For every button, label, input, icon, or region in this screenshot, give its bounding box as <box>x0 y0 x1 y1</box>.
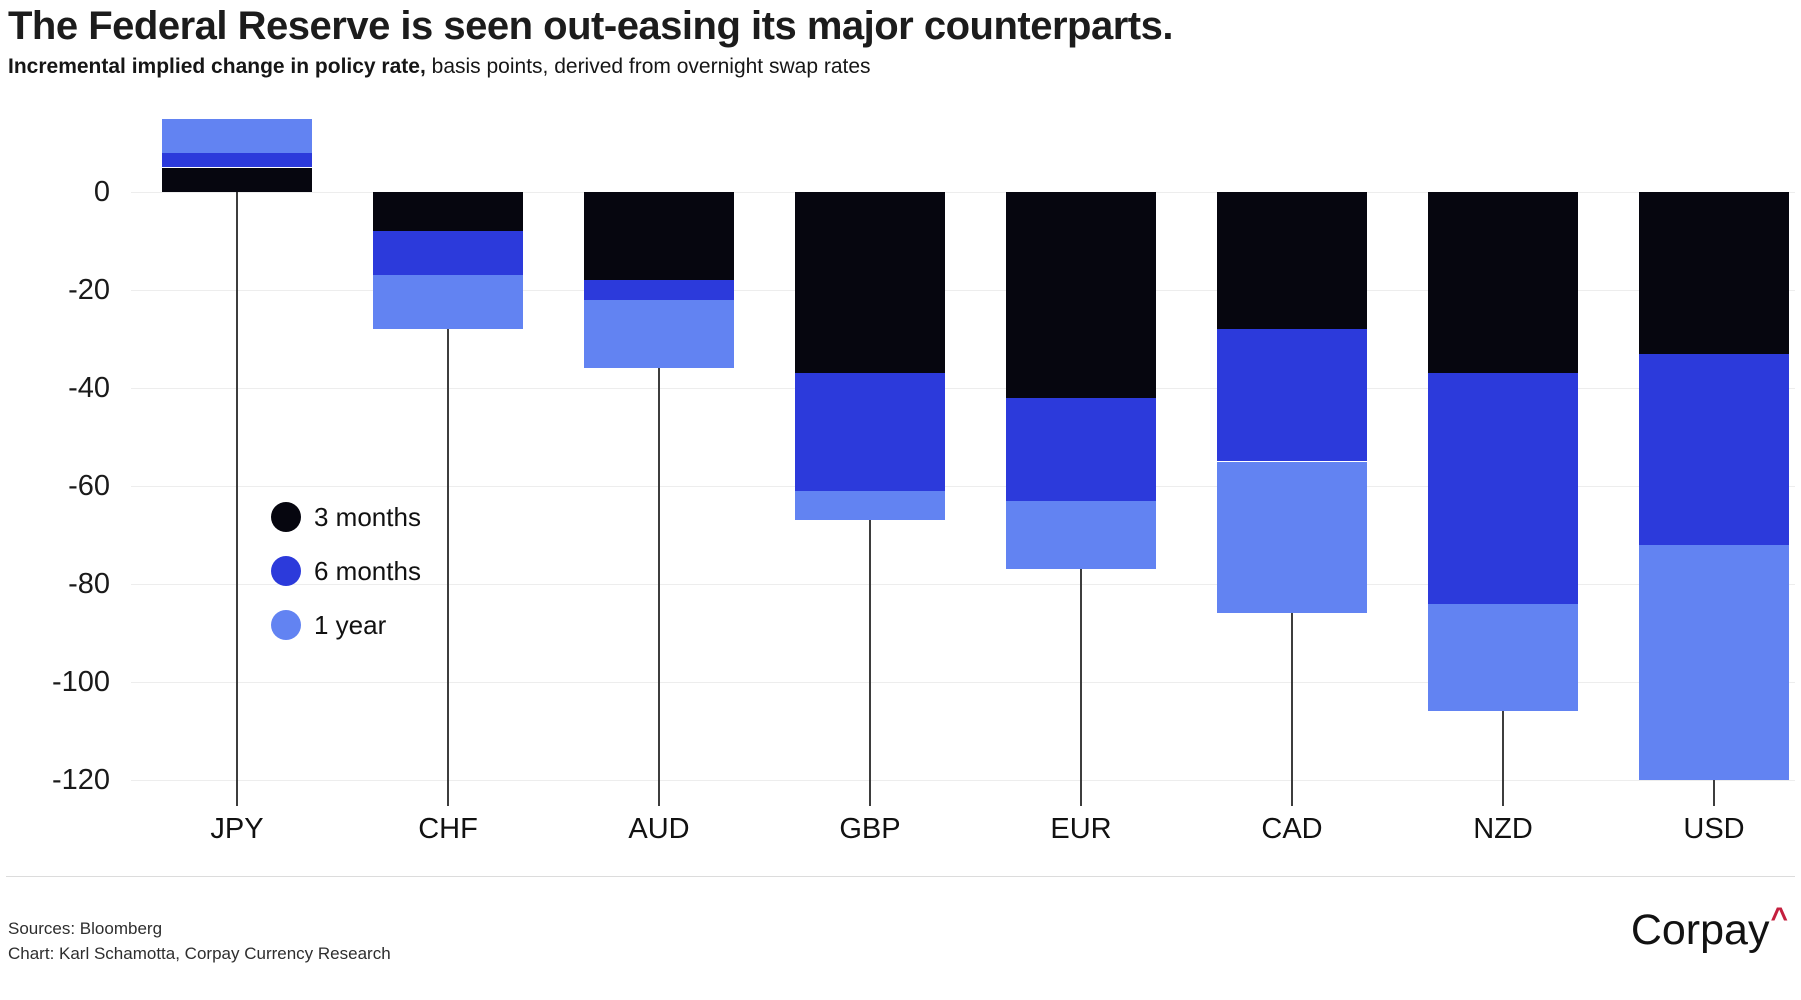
bar-segment <box>162 118 312 153</box>
y-axis-tick-label: -20 <box>68 274 110 306</box>
bar-segment <box>584 299 734 369</box>
category-drop-line <box>236 192 238 806</box>
bar-segment <box>1428 603 1578 712</box>
x-axis-label: AUD <box>628 813 690 845</box>
sources-line: Sources: Bloomberg <box>8 919 163 938</box>
bar-segment <box>1639 353 1789 545</box>
bar-segment <box>1428 192 1578 374</box>
x-axis-label: CAD <box>1261 813 1323 845</box>
legend-label: 3 months <box>314 502 421 532</box>
bar-segment <box>795 192 945 374</box>
x-axis-label: NZD <box>1473 813 1533 845</box>
legend-swatch <box>271 610 301 640</box>
x-axis-label: USD <box>1683 813 1745 845</box>
corpay-logo-text: Corpay <box>1630 906 1770 954</box>
y-axis-tick-label: 0 <box>93 176 110 208</box>
legend-label: 1 year <box>314 610 387 640</box>
chart-legend: 3 months 6 months 1 year <box>271 502 421 640</box>
chart-subtitle-lead: Incremental implied change in policy rat… <box>8 55 426 78</box>
legend-swatch <box>271 502 301 532</box>
bar-segment <box>795 490 945 521</box>
x-axis-label: JPY <box>210 813 264 845</box>
bar-segment <box>795 373 945 491</box>
y-axis-tick-label: -100 <box>51 666 110 698</box>
bar-segment <box>162 167 312 192</box>
bar-segment <box>1006 500 1156 570</box>
category-drop-line <box>1080 569 1082 806</box>
chart-subtitle: Incremental implied change in policy rat… <box>8 52 871 82</box>
category-drop-line <box>869 520 871 806</box>
category-drop-line <box>1713 780 1715 806</box>
legend-label: 6 months <box>314 556 421 586</box>
category-drop-line <box>1502 711 1504 806</box>
bar-segment <box>162 152 312 168</box>
y-axis-tick-label: -60 <box>68 470 110 502</box>
chart-subtitle-rest: basis points, derived from overnight swa… <box>431 55 871 78</box>
bar-segment <box>1217 329 1367 462</box>
y-axis-tick-label: -40 <box>68 372 110 404</box>
footer-divider <box>6 876 1795 877</box>
legend-swatch <box>271 556 301 586</box>
gridline <box>131 681 1795 683</box>
x-axis-label: CHF <box>418 813 478 845</box>
bar-segment <box>1639 544 1789 780</box>
x-axis-label: GBP <box>839 813 901 845</box>
gridline <box>131 779 1795 781</box>
gridline <box>131 485 1795 487</box>
y-axis-tick-label: -120 <box>51 764 110 796</box>
bar-segment <box>584 280 734 300</box>
category-drop-line <box>658 368 660 806</box>
corpay-logo: Corpay^ <box>1630 902 1788 955</box>
gridline <box>131 583 1795 585</box>
bar-segment <box>373 275 523 330</box>
chart-title: The Federal Reserve is seen out-easing i… <box>8 4 1173 48</box>
category-drop-line <box>447 329 449 806</box>
category-drop-line <box>1291 613 1293 806</box>
footer-credits: Sources: Bloomberg Chart: Karl Schamotta… <box>8 916 391 966</box>
gridline <box>131 387 1795 389</box>
legend-item: 6 months <box>271 556 421 586</box>
bar-segment <box>1217 461 1367 614</box>
bar-segment <box>1639 192 1789 354</box>
corpay-caret-icon: ^ <box>1770 902 1788 935</box>
credit-line: Chart: Karl Schamotta, Corpay Currency R… <box>8 944 391 963</box>
legend-item: 1 year <box>271 610 421 640</box>
y-axis-tick-label: -80 <box>68 568 110 600</box>
bar-segment <box>373 192 523 232</box>
x-axis-label: EUR <box>1050 813 1112 845</box>
bar-segment <box>373 231 523 276</box>
bar-segment <box>584 192 734 281</box>
bar-segment <box>1217 192 1367 330</box>
bar-segment <box>1006 397 1156 501</box>
gridline <box>131 289 1795 291</box>
bar-segment <box>1428 373 1578 604</box>
legend-item: 3 months <box>271 502 421 532</box>
gridline <box>131 191 1795 193</box>
bar-segment <box>1006 192 1156 398</box>
